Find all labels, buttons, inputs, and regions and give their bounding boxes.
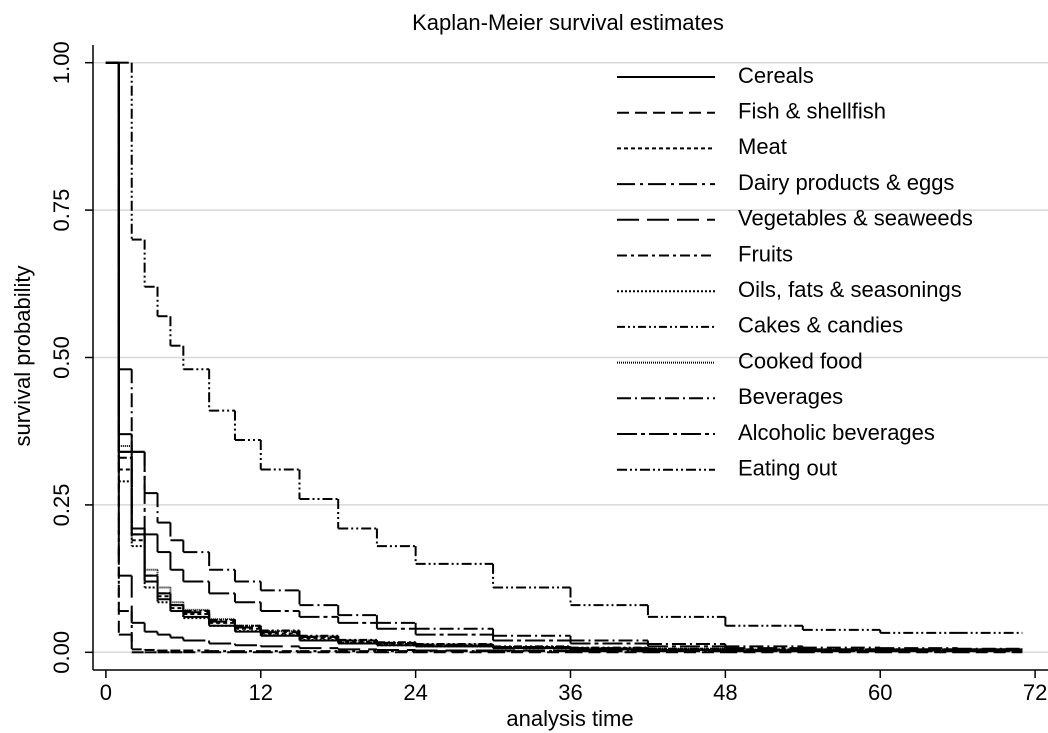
legend-label: Fruits <box>738 241 793 266</box>
legend-label: Cakes & candies <box>738 313 903 338</box>
legend-label: Cooked food <box>738 348 863 373</box>
x-tick-label: 72 <box>1023 680 1047 705</box>
chart-title: Kaplan-Meier survival estimates <box>412 10 724 35</box>
legend-label: Cereals <box>738 63 814 88</box>
y-tick-label: 0.75 <box>49 189 74 232</box>
legend-label: Meat <box>738 134 787 159</box>
y-tick-label: 1.00 <box>49 41 74 84</box>
y-tick-label: 0.00 <box>49 631 74 674</box>
y-tick-label: 0.25 <box>49 483 74 526</box>
legend-label: Dairy products & eggs <box>738 170 954 195</box>
legend-label: Alcoholic beverages <box>738 420 935 445</box>
x-tick-label: 12 <box>249 680 273 705</box>
x-tick-label: 24 <box>403 680 427 705</box>
x-axis-label: analysis time <box>506 706 633 731</box>
x-tick-label: 60 <box>868 680 892 705</box>
legend-label: Fish & shellfish <box>738 99 886 124</box>
x-tick-label: 0 <box>100 680 112 705</box>
y-axis-label: survival probability <box>10 266 35 447</box>
x-tick-label: 36 <box>558 680 582 705</box>
legend-label: Beverages <box>738 384 843 409</box>
x-tick-label: 48 <box>713 680 737 705</box>
legend-label: Eating out <box>738 456 837 481</box>
legend-label: Vegetables & seaweeds <box>738 206 973 231</box>
legend-label: Oils, fats & seasonings <box>738 277 962 302</box>
y-tick-label: 0.50 <box>49 336 74 379</box>
